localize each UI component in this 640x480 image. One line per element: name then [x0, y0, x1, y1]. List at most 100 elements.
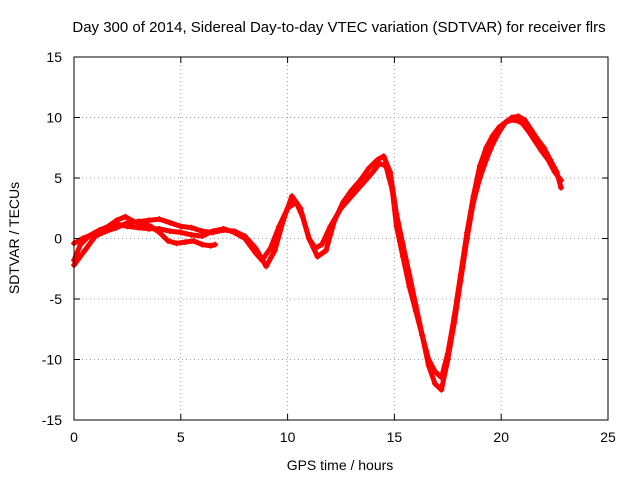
data-point: [241, 233, 248, 240]
data-point: [419, 332, 426, 339]
data-point: [340, 199, 347, 206]
data-point: [323, 247, 330, 254]
data-point: [113, 224, 120, 231]
x-tick-label: 10: [280, 429, 296, 445]
data-point: [540, 144, 547, 151]
data-point: [393, 211, 400, 218]
data-point: [412, 302, 419, 309]
data-point: [489, 141, 496, 148]
data-point: [318, 241, 325, 248]
x-tick-label: 15: [387, 429, 403, 445]
data-point: [188, 231, 195, 238]
data-point: [464, 235, 471, 242]
data-point: [528, 126, 535, 133]
data-point: [470, 199, 477, 206]
data-point: [357, 177, 364, 184]
data-point: [122, 213, 129, 220]
data-point: [220, 227, 227, 234]
y-tick-label: -15: [42, 412, 62, 428]
data-point: [164, 237, 171, 244]
data-point: [399, 241, 406, 248]
y-tick-label: -10: [42, 352, 62, 368]
data-point: [252, 245, 259, 252]
data-point: [177, 229, 184, 236]
data-point: [374, 156, 381, 163]
data-point: [534, 136, 541, 143]
y-tick-label: 5: [54, 170, 62, 186]
data-point: [288, 193, 295, 200]
x-tick-label: 20: [493, 429, 509, 445]
data-point: [167, 228, 174, 235]
y-tick-label: 0: [54, 231, 62, 247]
data-point: [476, 175, 483, 181]
data-point: [147, 223, 154, 230]
data-point: [177, 223, 184, 230]
data-point: [211, 241, 218, 248]
data-point: [451, 320, 458, 327]
y-axis-label: SDTVAR / TECUs: [6, 182, 22, 294]
data-point: [79, 235, 86, 242]
data-point: [425, 362, 432, 369]
tick-layer: 0 5 10 15 20 25 -15 -10 -5 0 5 10 15: [42, 49, 616, 445]
data-point: [182, 239, 189, 246]
data-point: [331, 217, 338, 224]
data-point: [515, 113, 522, 120]
data-point: [156, 216, 163, 223]
data-point: [305, 235, 312, 242]
data-point: [547, 156, 554, 163]
chart-title: Day 300 of 2014, Sidereal Day-to-day VTE…: [72, 19, 605, 36]
data-point: [444, 356, 451, 363]
data-point: [359, 181, 366, 188]
data-point: [188, 224, 195, 231]
data-point: [365, 165, 372, 172]
data-point: [521, 116, 528, 123]
y-tick-label: 15: [46, 49, 62, 65]
data-point: [370, 168, 377, 175]
data-point: [145, 217, 152, 224]
data-point: [130, 218, 137, 225]
data-point: [113, 217, 120, 224]
data-point: [387, 168, 394, 175]
data-point: [139, 220, 146, 227]
data-point: [297, 205, 304, 212]
data-point: [267, 245, 274, 252]
data-point: [508, 114, 515, 121]
data-point: [207, 242, 214, 249]
data-point: [496, 129, 503, 136]
data-point: [156, 229, 163, 236]
data-point: [173, 240, 180, 247]
data-point: [231, 228, 238, 235]
x-axis-label: GPS time / hours: [287, 457, 394, 473]
data-point: [199, 228, 206, 235]
data-point: [263, 263, 270, 270]
data-point: [199, 241, 206, 248]
data-point: [81, 247, 88, 254]
data-point: [502, 119, 509, 126]
y-tick-label: -5: [50, 291, 63, 307]
data-point: [314, 253, 321, 260]
data-point: [271, 247, 278, 254]
data-point: [558, 184, 565, 191]
data-point: [135, 224, 142, 231]
data-point: [431, 380, 438, 387]
data-point: [105, 223, 112, 230]
data-point: [348, 187, 355, 194]
data-series-layer: [71, 113, 565, 393]
data-point: [483, 156, 490, 163]
data-point: [167, 219, 174, 226]
data-point: [406, 271, 413, 278]
data-point: [438, 386, 445, 393]
series-track-c: [71, 213, 218, 249]
data-point: [380, 153, 387, 160]
data-point: [190, 237, 197, 244]
data-point: [483, 144, 490, 151]
y-tick-label: 10: [46, 110, 62, 126]
data-point: [280, 217, 287, 224]
data-point: [457, 277, 464, 284]
data-point: [88, 231, 95, 238]
x-tick-label: 25: [600, 429, 616, 445]
x-tick-label: 0: [70, 429, 78, 445]
data-point: [553, 168, 560, 175]
